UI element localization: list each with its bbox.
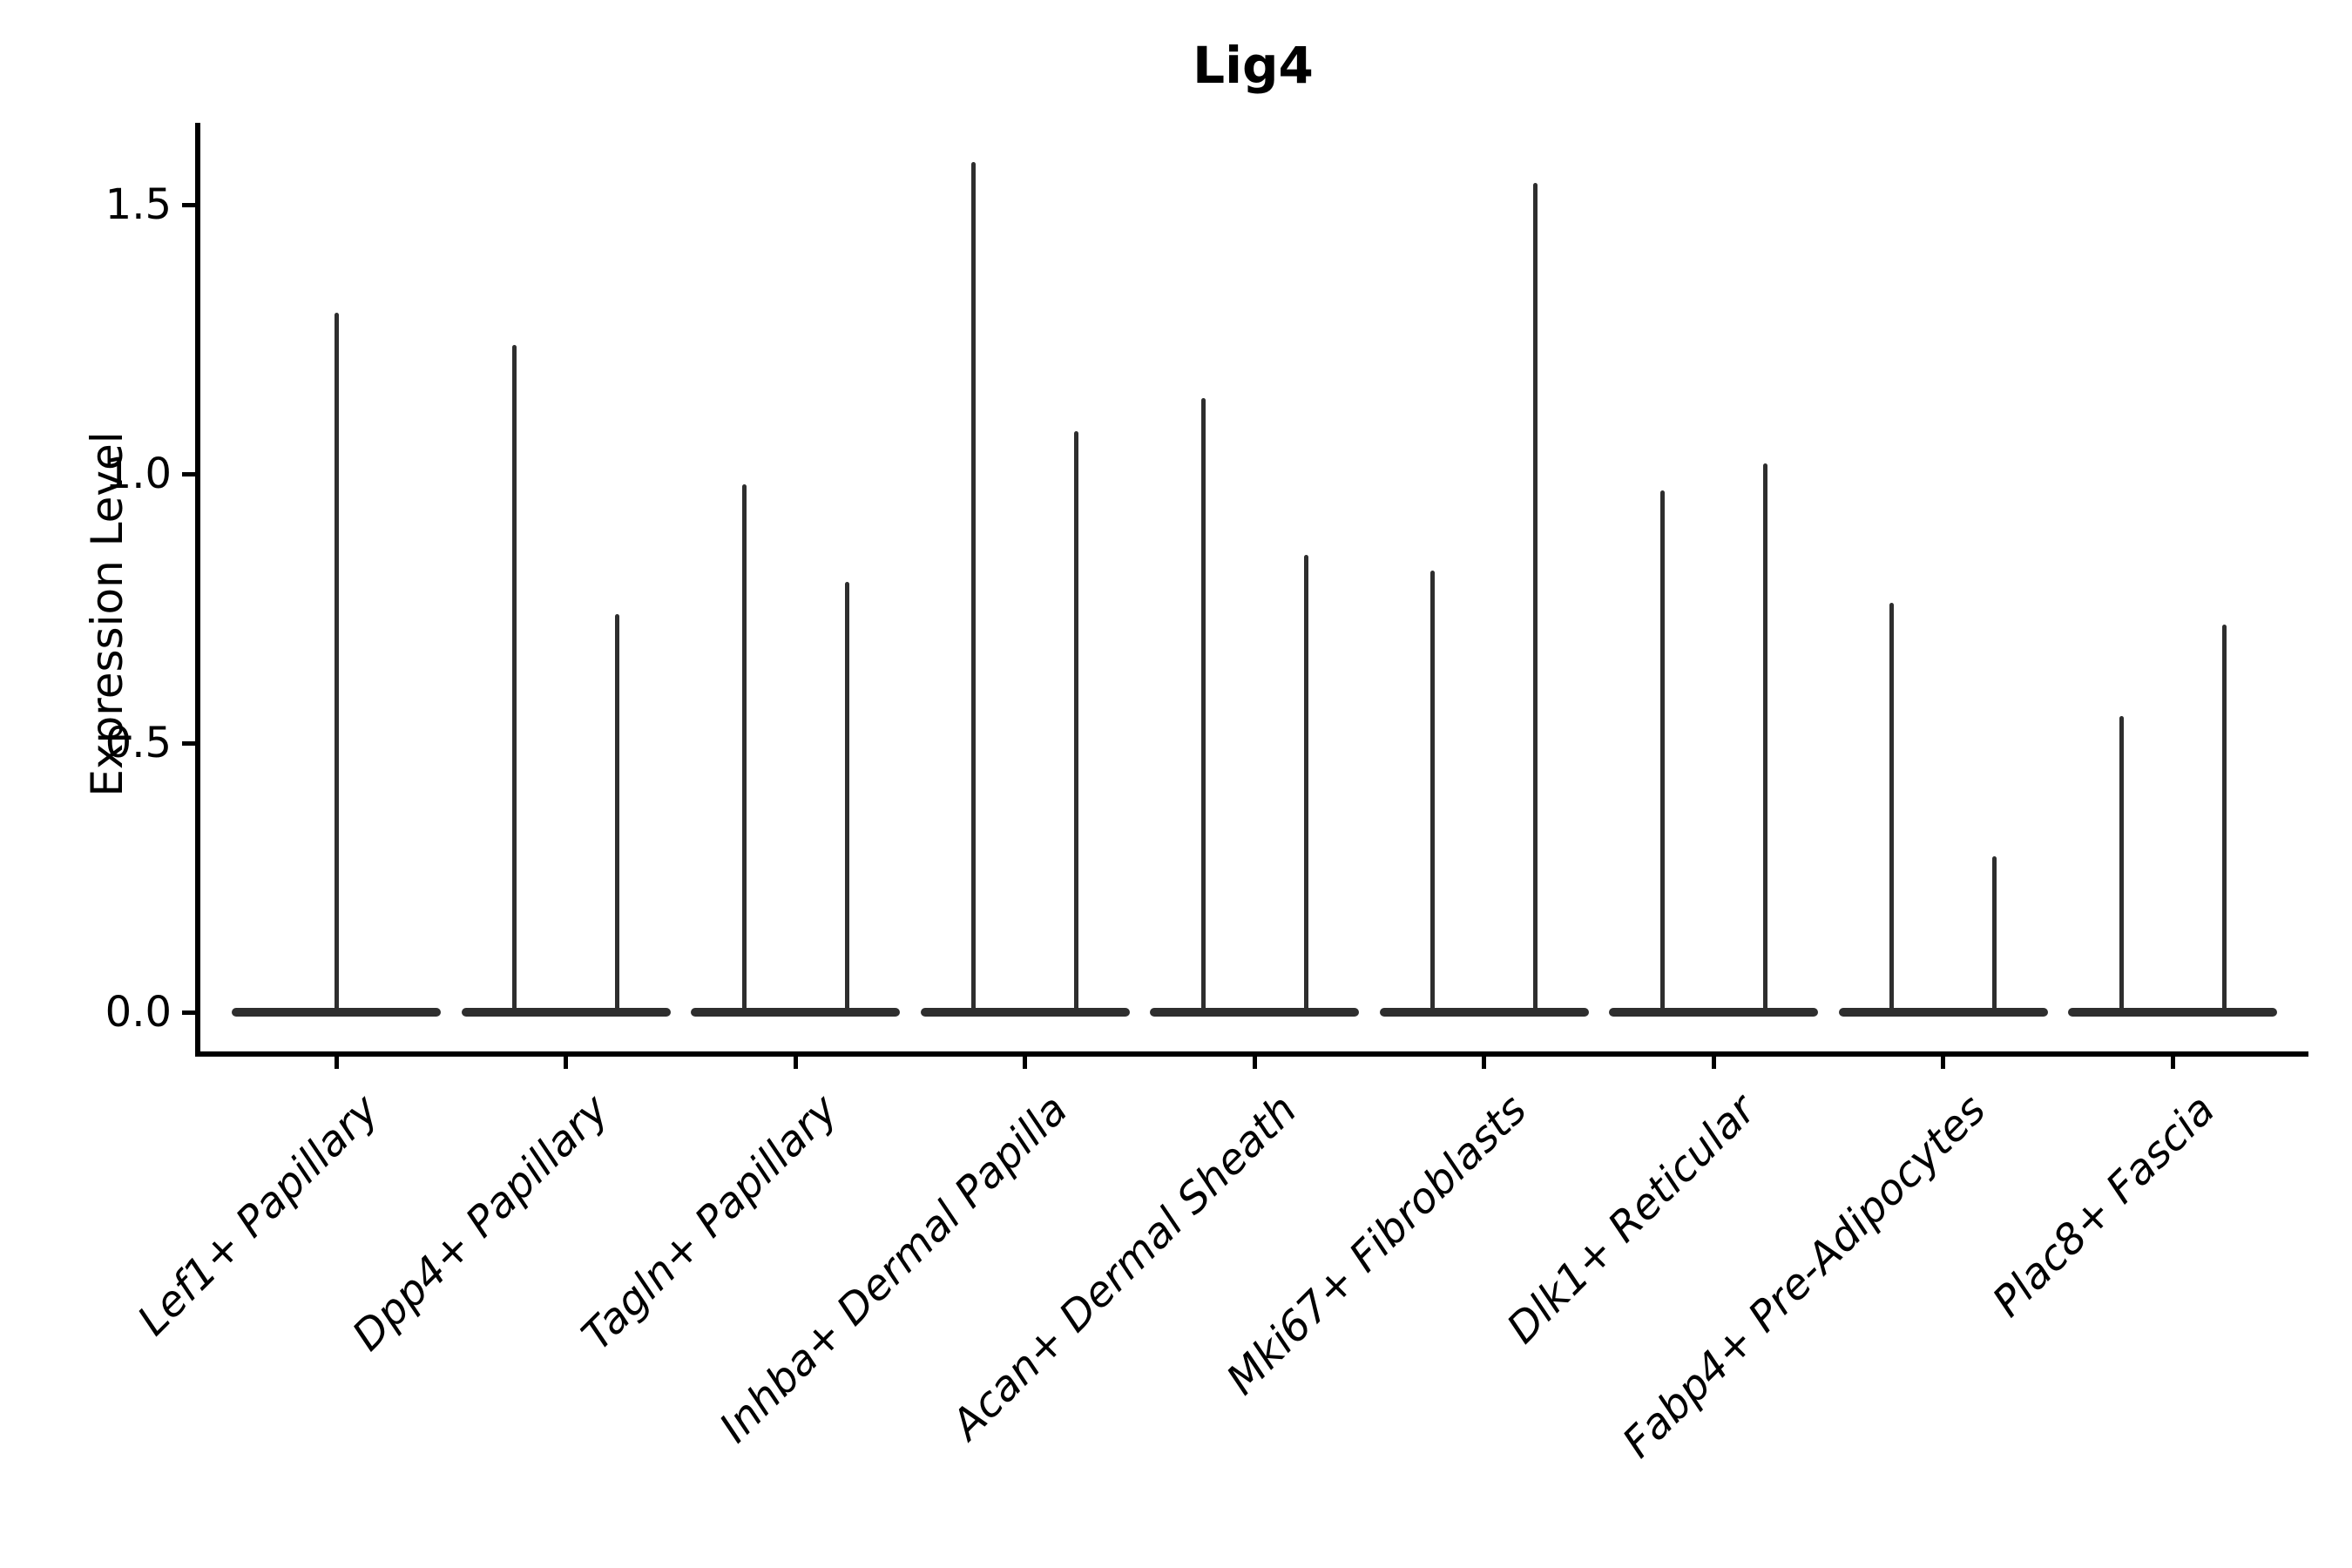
x-tick-label: Mki67+ Fibroblasts xyxy=(1216,1085,1536,1404)
violin-spike xyxy=(2119,716,2124,1012)
x-tick xyxy=(1711,1057,1716,1069)
y-axis-spine xyxy=(195,123,200,1057)
y-tick xyxy=(182,1010,195,1015)
violin-spike xyxy=(1889,603,1894,1012)
x-tick-label: Dlk1+ Reticular xyxy=(1497,1085,1766,1354)
violin-spike xyxy=(1074,430,1078,1012)
violin-base xyxy=(1609,1008,1818,1017)
x-tick-label: Acan+ Dermal Sheath xyxy=(942,1085,1307,1450)
x-tick-label: Fabp4+ Pre-Adipocytes xyxy=(1612,1085,1995,1468)
violin-base xyxy=(2068,1008,2277,1017)
y-tick-label: 0.5 xyxy=(105,719,172,767)
violin-spike xyxy=(2221,625,2227,1012)
violin-base xyxy=(920,1008,1130,1017)
x-tick-label: Tagln+ Papillary xyxy=(572,1085,848,1361)
x-tick xyxy=(1941,1057,1945,1069)
violin-spike xyxy=(615,613,619,1012)
violin-spike xyxy=(334,312,339,1012)
x-tick-label: Inhba+ Dermal Papilla xyxy=(709,1085,1077,1453)
y-tick-label: 0.0 xyxy=(105,988,172,1037)
x-tick xyxy=(2170,1057,2175,1069)
violin-spike xyxy=(1533,183,1538,1012)
x-tick-label: Plac8+ Fascia xyxy=(1983,1085,2225,1327)
violin-spike xyxy=(1303,554,1308,1012)
violin-spike xyxy=(1659,490,1665,1012)
y-tick-label: 1.0 xyxy=(105,449,172,498)
x-tick xyxy=(334,1057,339,1069)
violin-spike xyxy=(741,484,747,1012)
x-tick xyxy=(564,1057,568,1069)
violin-base xyxy=(1838,1008,2048,1017)
violin-spike xyxy=(971,161,976,1012)
x-tick xyxy=(1252,1057,1257,1069)
x-axis-spine xyxy=(195,1051,2308,1057)
violin-spike xyxy=(1992,855,1997,1012)
y-axis-label: Expression Level xyxy=(82,431,132,797)
violin-base xyxy=(1379,1008,1589,1017)
violin-spike xyxy=(1200,398,1206,1012)
violin-spike xyxy=(512,344,517,1012)
y-tick xyxy=(182,740,195,746)
chart-title: Lig4 xyxy=(1193,36,1314,95)
violin-spike xyxy=(844,581,849,1012)
violin-spike xyxy=(1430,571,1435,1012)
x-tick xyxy=(1023,1057,1027,1069)
x-tick-label: Dpp4+ Papillary xyxy=(342,1085,618,1361)
y-tick xyxy=(182,471,195,476)
x-tick xyxy=(793,1057,798,1069)
y-tick-label: 1.5 xyxy=(105,180,172,229)
violin-base xyxy=(461,1008,671,1017)
violin-base xyxy=(232,1008,441,1017)
violin-spike xyxy=(1762,463,1767,1012)
violin-base xyxy=(1150,1008,1359,1017)
y-tick xyxy=(182,202,195,207)
x-tick xyxy=(1482,1057,1486,1069)
violin-base xyxy=(691,1008,900,1017)
